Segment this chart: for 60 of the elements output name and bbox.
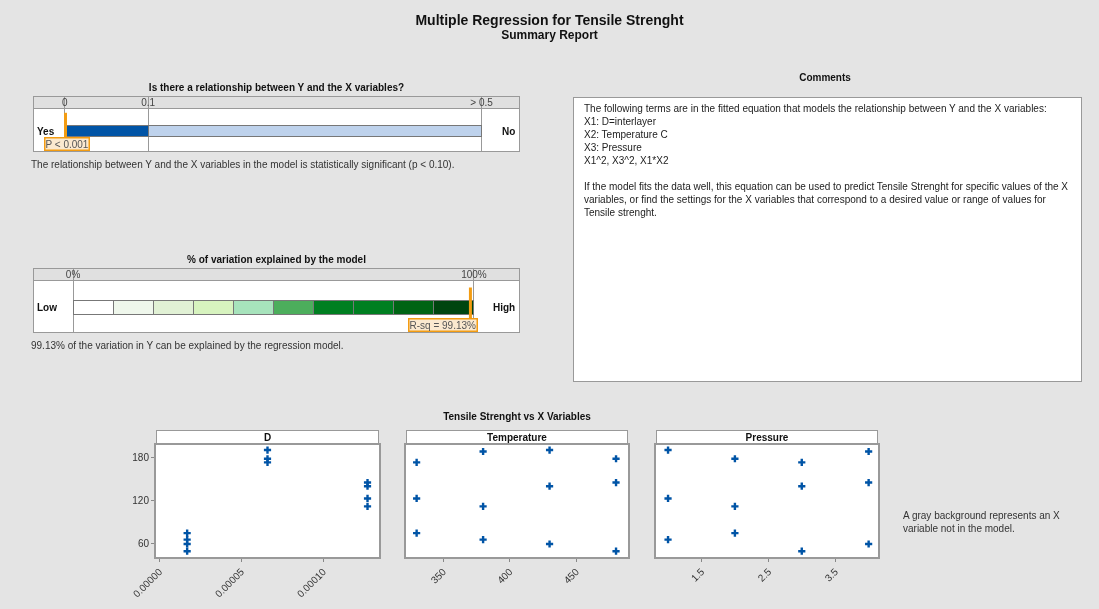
text: Multiple Regression for Tensile Strenght: [414, 12, 685, 28]
text: 99.13% of the variation in Y can be explained by the regression model.: [31, 339, 345, 352]
point: [865, 540, 873, 548]
x-tick-label: 100%: [461, 269, 487, 280]
y-tick-label: 180: [132, 451, 150, 463]
point: [545, 540, 554, 548]
point: [731, 529, 739, 537]
point: [664, 494, 672, 503]
point: [798, 458, 806, 466]
x-tick-label: 400: [495, 565, 515, 586]
point: [363, 494, 372, 503]
point: [183, 540, 191, 548]
annotation: Yes: [37, 126, 55, 137]
x-tick-label: 1.5: [688, 565, 707, 584]
point: [263, 446, 272, 454]
point: [612, 547, 620, 555]
ref-line-label: R-sq = 99.13%: [409, 319, 477, 331]
x-tick-label: 3.5: [822, 565, 841, 584]
point: [865, 478, 873, 487]
point: [731, 455, 739, 463]
x-tick-label: 350: [428, 565, 449, 586]
x-tick-label: 0%: [65, 269, 81, 280]
annotation: No: [502, 126, 516, 137]
point: [363, 502, 372, 511]
y-tick-label: 120: [132, 495, 150, 507]
x-tick-label: 0.1: [141, 97, 156, 108]
annotation: High: [493, 302, 516, 313]
chart-title: D: [263, 431, 272, 443]
point: [413, 529, 421, 537]
x-tick-label: > 0.5: [470, 97, 494, 108]
point: [545, 446, 554, 454]
point: [479, 536, 487, 544]
text: A gray background represents an X variable not in the model.: [903, 509, 1061, 535]
point: [731, 502, 739, 511]
text: If the model fits the data well, this equation can be used to predict Tensile Strenght for specific values of the X variables, or find the settings for the X variables that correspond to a desired value or range of values for Tensile strenght.: [584, 180, 1069, 219]
point: [865, 447, 873, 456]
text: The relationship between Y and the X variables in the model is statistically significant (p < 0.10).: [31, 158, 456, 171]
x-tick-label: 2.5: [755, 565, 774, 584]
ref-line-label: P < 0.001: [45, 138, 89, 150]
chart-title: Pressure: [745, 431, 789, 443]
text: Comments: [798, 72, 852, 83]
point: [612, 455, 620, 463]
x-tick-label: 0: [61, 97, 68, 108]
point: [479, 447, 487, 456]
point: [479, 502, 487, 511]
point: [612, 478, 620, 487]
point: [413, 458, 421, 466]
point: [664, 446, 672, 454]
y-tick-label: 60: [137, 538, 150, 550]
x-tick-label: 450: [561, 565, 582, 586]
point: [413, 494, 421, 503]
text: Summary Report: [500, 28, 599, 42]
chart-title: % of variation explained by the model: [187, 253, 367, 265]
text: The following terms are in the fitted equation that models the relationship between Y and the X variables: X1: D=interlayer X2: Temperature C X3: Pressure X1^2, X3^2, X1*X2: [584, 102, 1048, 167]
point: [545, 482, 554, 490]
annotation: Low: [37, 302, 58, 313]
chart-title: Is there a relationship between Y and the X variables?: [148, 81, 405, 93]
point: [664, 536, 672, 544]
text: Tensile Strenght vs X Variables: [442, 410, 592, 423]
chart-title: Temperature: [487, 431, 548, 443]
